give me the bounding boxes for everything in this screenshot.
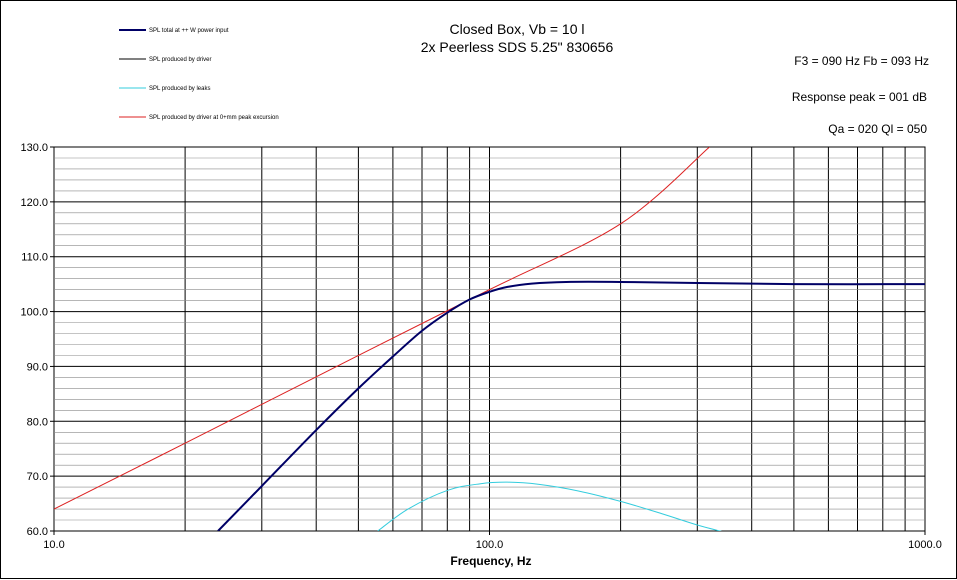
y-tick-label: 90.0	[27, 361, 48, 373]
legend-label-total: SPL total at ++ W power input	[149, 28, 229, 34]
annotation-qa-ql: Qa = 020 Ql = 050	[828, 122, 927, 136]
annotation-f3-fb: F3 = 090 Hz Fb = 093 Hz	[794, 54, 929, 68]
y-tick-label: 80.0	[27, 416, 48, 428]
legend-label-leaks: SPL produced by leaks	[149, 86, 210, 92]
legend-label-driver: SPL produced by driver	[149, 57, 211, 63]
annotation-response-peak: Response peak = 001 dB	[792, 90, 927, 104]
chart-subtitle: 2x Peerless SDS 5.25" 830656	[421, 39, 614, 55]
x-axis: 10.0 100.0 1000.0	[43, 531, 942, 551]
y-tick-label: 70.0	[27, 471, 48, 483]
x-tick-label: 1000.0	[908, 539, 942, 551]
grid	[54, 147, 925, 531]
series-line-total	[217, 280, 925, 531]
x-tick-label: 10.0	[43, 539, 64, 551]
chart-title: Closed Box, Vb = 10 l	[449, 21, 584, 37]
y-tick-label: 60.0	[27, 526, 48, 538]
series-line-excursion	[54, 147, 710, 510]
y-axis: 60.0 70.0 80.0 90.0 100.0 110.0 120.0 130.0	[20, 142, 54, 538]
legend-label-excursion: SPL produced by driver at 0+mm peak excu…	[149, 115, 279, 121]
legend: SPL total at ++ W power input SPL produc…	[119, 28, 279, 121]
x-axis-label: Frequency, Hz	[450, 554, 531, 568]
y-tick-label: 100.0	[20, 307, 48, 319]
x-tick-label: 100.0	[476, 539, 504, 551]
y-tick-label: 120.0	[20, 197, 48, 209]
y-tick-label: 130.0	[20, 142, 48, 154]
y-tick-label: 110.0	[21, 252, 48, 264]
series-line-leaks	[377, 481, 722, 531]
series-layer	[54, 147, 925, 531]
